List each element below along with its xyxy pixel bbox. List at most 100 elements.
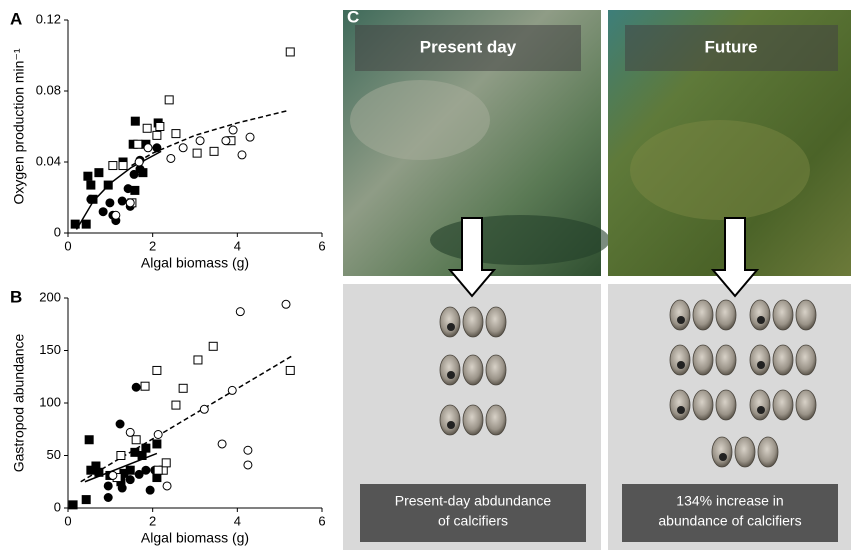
point (106, 199, 114, 207)
shell (486, 355, 506, 385)
point (87, 195, 95, 203)
y-tick-label: 0 (54, 499, 61, 514)
caption: abundance of calcifiers (658, 513, 801, 529)
point (200, 405, 208, 413)
point (69, 501, 77, 509)
point (244, 446, 252, 454)
shell-opening (757, 406, 765, 414)
photo-texture (630, 120, 810, 220)
shell-opening (447, 421, 455, 429)
fit-line (81, 356, 293, 482)
point (132, 383, 140, 391)
point (142, 466, 150, 474)
point (126, 428, 134, 436)
shell (796, 345, 816, 375)
shell (750, 345, 770, 375)
shell (716, 300, 736, 330)
point (153, 131, 161, 139)
panel-label: B (10, 287, 22, 306)
point (218, 440, 226, 448)
point (104, 482, 112, 490)
x-tick-label: 4 (234, 238, 241, 253)
point (167, 154, 175, 162)
caption: Present-day abdundance (395, 493, 552, 509)
point (82, 496, 90, 504)
shell (773, 390, 793, 420)
caption: of calcifiers (438, 513, 508, 529)
x-tick-label: 0 (64, 238, 71, 253)
y-axis-title: Gastropod abundance (11, 334, 27, 473)
point (153, 474, 161, 482)
y-tick-label: 100 (39, 394, 61, 409)
point (228, 386, 236, 394)
x-axis-title: Algal biomass (g) (141, 530, 249, 546)
shell (463, 355, 483, 385)
point (144, 144, 152, 152)
shell (693, 345, 713, 375)
shell (750, 390, 770, 420)
photo-title: Present day (420, 37, 517, 56)
point (138, 452, 146, 460)
x-tick-label: 6 (318, 513, 325, 528)
point (154, 431, 162, 439)
point (153, 440, 161, 448)
shell (773, 300, 793, 330)
point (87, 181, 95, 189)
shell (758, 437, 778, 467)
shell (463, 307, 483, 337)
point (209, 342, 217, 350)
shell-opening (677, 361, 685, 369)
point (95, 468, 103, 476)
caption: 134% increase in (676, 493, 783, 509)
panel-label: C (347, 7, 359, 26)
shell (670, 390, 690, 420)
y-tick-label: 0.08 (36, 82, 61, 97)
point (246, 133, 254, 141)
point (196, 137, 204, 145)
shell (796, 300, 816, 330)
shell (670, 300, 690, 330)
shell (712, 437, 732, 467)
point (153, 366, 161, 374)
point (135, 158, 143, 166)
shell (716, 345, 736, 375)
y-tick-label: 150 (39, 342, 61, 357)
point (179, 384, 187, 392)
point (99, 208, 107, 216)
point (236, 308, 244, 316)
point (116, 420, 124, 428)
shell-opening (757, 361, 765, 369)
point (193, 149, 201, 157)
point (194, 356, 202, 364)
shell (486, 307, 506, 337)
y-tick-label: 0.12 (36, 11, 61, 26)
shell (796, 390, 816, 420)
point (172, 130, 180, 138)
point (156, 123, 164, 131)
shell (440, 307, 460, 337)
x-tick-label: 4 (234, 513, 241, 528)
point (286, 48, 294, 56)
shell (440, 405, 460, 435)
point (222, 137, 230, 145)
point (142, 444, 150, 452)
x-tick-label: 0 (64, 513, 71, 528)
point (153, 144, 161, 152)
point (109, 471, 117, 479)
point (124, 185, 132, 193)
x-axis-title: Algal biomass (g) (141, 255, 249, 271)
shell-opening (677, 406, 685, 414)
point (134, 140, 142, 148)
shell-opening (447, 371, 455, 379)
shell-opening (757, 316, 765, 324)
x-tick-label: 6 (318, 238, 325, 253)
point (210, 147, 218, 155)
shell (773, 345, 793, 375)
y-tick-label: 50 (47, 447, 61, 462)
shell (463, 405, 483, 435)
figure: Present day Future C Present-day abdunda… (0, 0, 854, 550)
point (286, 366, 294, 374)
point (146, 486, 154, 494)
point (244, 461, 252, 469)
shell (693, 390, 713, 420)
